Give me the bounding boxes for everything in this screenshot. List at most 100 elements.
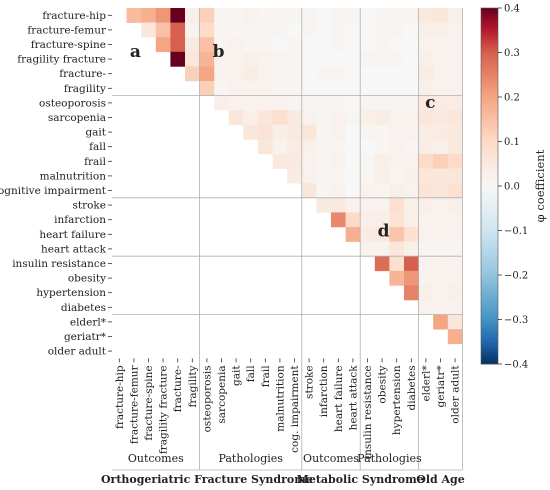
- colorbar-segment: [481, 254, 498, 258]
- colorbar-segment: [481, 295, 498, 300]
- heatmap-cell: [404, 227, 419, 242]
- heatmap-cell: [301, 168, 317, 184]
- heatmap-cell: [272, 81, 288, 96]
- heatmap-cell: [360, 81, 376, 96]
- heatmap-cell: [433, 212, 449, 228]
- colorbar-segment: [481, 286, 498, 291]
- heatmap-cell: [374, 8, 390, 23]
- heatmap-cell: [214, 22, 230, 38]
- heatmap-cell: [360, 66, 376, 82]
- colorbar-segment: [481, 301, 498, 306]
- row-label: stroke: [72, 200, 106, 212]
- heatmap-cell: [301, 95, 317, 111]
- colorbar-segment: [481, 212, 498, 217]
- heatmap-cell: [418, 270, 434, 286]
- heatmap-cell: [404, 124, 419, 140]
- colorbar-segment: [481, 97, 498, 101]
- heatmap-cell: [447, 110, 463, 126]
- heatmap-cell: [404, 37, 419, 53]
- heatmap-cell: [389, 8, 405, 23]
- colorbar-segment: [481, 52, 498, 56]
- column-label: heart attack: [347, 365, 359, 431]
- heatmap-cell: [228, 8, 244, 23]
- heatmap-cell: [316, 95, 332, 111]
- colorbar-tick-label: −0.2: [504, 271, 528, 282]
- colorbar-segment: [481, 218, 498, 222]
- column-label: older adult: [450, 365, 462, 424]
- colorbar-segment: [481, 257, 498, 261]
- heatmap-cell: [389, 124, 405, 140]
- heatmap-cell: [170, 37, 186, 53]
- colorbar-segment: [481, 280, 498, 285]
- heatmap-cell: [374, 81, 390, 96]
- heatmap-cell: [433, 154, 449, 169]
- group-labels: Outcomes Pathologies OutcomesPathologiesOr…: [101, 452, 465, 486]
- heatmap-cell: [404, 110, 419, 126]
- group-mainlabel: Metabolic Syndrome: [297, 473, 424, 486]
- column-label: sarcopenia: [216, 365, 228, 423]
- colorbar-segment: [481, 319, 498, 323]
- heatmap-cell: [374, 37, 390, 53]
- region-label-a: a: [130, 42, 141, 62]
- colorbar: 0.4 0.3 0.2 0.1 0.0 −0.1 −0.2 −0.3 −0.4 φ coeffic…: [480, 4, 547, 371]
- heatmap-cell: [374, 51, 390, 67]
- heatmap-cell: [272, 110, 288, 126]
- heatmap-cell: [389, 212, 405, 228]
- heatmap-cell: [389, 22, 405, 38]
- heatmap-cell: [447, 183, 463, 199]
- heatmap-cell: [404, 270, 419, 286]
- heatmap-cell: [404, 66, 419, 82]
- colorbar-segment: [481, 25, 498, 30]
- heatmap-cell: [287, 66, 303, 82]
- heatmap-cell: [345, 110, 361, 126]
- heatmap-cell: [374, 168, 390, 184]
- heatmap-cell: [360, 37, 376, 53]
- heatmap-cell: [360, 168, 376, 184]
- region-label-b: b: [213, 42, 225, 62]
- heatmap-cell: [316, 51, 332, 67]
- colorbar-tick-label: 0.2: [504, 93, 520, 104]
- colorbar-tick-label: 0.0: [504, 182, 520, 193]
- heatmap-cell: [374, 256, 390, 272]
- heatmap-cell: [345, 37, 361, 53]
- heatmap-cell: [301, 22, 317, 38]
- colorbar-segment: [481, 40, 498, 44]
- heatmap-cell: [447, 51, 463, 67]
- colorbar-segment: [481, 304, 498, 309]
- heatmap-cell: [360, 154, 376, 169]
- colorbar-segment: [481, 331, 498, 335]
- colorbar-tick-label: 0.1: [504, 137, 520, 148]
- heatmap-cell: [287, 124, 303, 140]
- heatmap-cell: [345, 227, 361, 242]
- heatmap-cell: [301, 66, 317, 82]
- heatmap-cell: [170, 8, 186, 23]
- colorbar-segment: [481, 162, 498, 166]
- heatmap-cell: [287, 110, 303, 126]
- colorbar-segment: [481, 13, 498, 18]
- heatmap-cell: [331, 81, 346, 96]
- column-label: heart failure: [333, 365, 345, 432]
- colorbar-segment: [481, 82, 498, 86]
- colorbar-segment: [481, 292, 498, 297]
- colorbar-segment: [481, 343, 498, 347]
- heatmap-cell: [331, 22, 346, 38]
- heatmap-cell: [331, 110, 346, 126]
- colorbar-segment: [481, 46, 498, 50]
- row-label: fracture-femur: [27, 24, 107, 36]
- heatmap-cell: [389, 95, 405, 111]
- heatmap-cell: [331, 139, 346, 155]
- colorbar-segment: [481, 275, 498, 279]
- heatmap-cell: [447, 197, 463, 213]
- heatmap-cell: [243, 110, 259, 126]
- colorbar-segment: [481, 236, 498, 240]
- colorbar-segment: [481, 49, 498, 53]
- heatmap-cell: [418, 154, 434, 169]
- heatmap-cell: [331, 124, 346, 140]
- heatmap-cell: [287, 168, 303, 184]
- heatmap-cell: [331, 37, 346, 53]
- heatmap-cell: [433, 95, 449, 111]
- row-label: infarction: [54, 214, 106, 226]
- heatmap-cell: [155, 22, 171, 38]
- group-separators: [112, 8, 463, 470]
